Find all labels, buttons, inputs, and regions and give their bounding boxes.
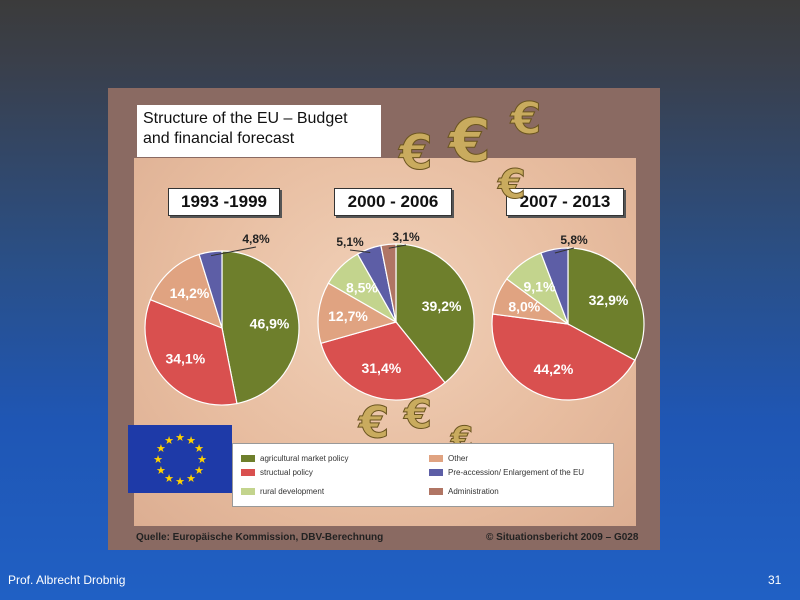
- pie-slice: [540, 247, 569, 325]
- legend-item: Administration: [429, 487, 499, 496]
- pie-slice: [317, 282, 398, 345]
- page-number: 31: [768, 573, 782, 587]
- star-icon: ★: [186, 472, 196, 485]
- pie-slice: [491, 313, 636, 401]
- eu-flag: ★ ★ ★ ★ ★ ★ ★ ★ ★ ★ ★ ★: [128, 425, 232, 493]
- legend-item: Pre-accession/ Enlargement of the EU: [429, 468, 584, 477]
- slice-data-label: 4,8%: [242, 232, 270, 246]
- slice-data-label: 8,5%: [346, 280, 378, 296]
- star-icon: ★: [153, 453, 163, 466]
- star-icon: ★: [164, 472, 174, 485]
- euro-coin-icon: €: [447, 106, 491, 176]
- legend-label: agricultural market policy: [260, 454, 349, 463]
- euro-coin-icon: €: [398, 125, 432, 181]
- slice-data-label: 34,1%: [165, 351, 205, 367]
- slice-data-label: 12,7%: [328, 308, 368, 324]
- slice-data-label: 5,8%: [560, 233, 588, 247]
- star-icon: ★: [194, 464, 204, 477]
- euro-coin-icon: €: [510, 93, 542, 144]
- period-label-2: 2000 - 2006: [334, 188, 452, 216]
- copyright-note: © Situationsbericht 2009 – G028: [486, 532, 639, 543]
- slice-data-label: 46,9%: [250, 315, 290, 331]
- euro-coin-icon: €: [403, 392, 432, 438]
- legend-item: Other: [429, 454, 468, 463]
- slice-data-label: 9,1%: [524, 278, 556, 294]
- legend-label: Other: [448, 454, 469, 463]
- label-leader-line: [210, 246, 257, 257]
- star-icon: ★: [164, 434, 174, 447]
- legend-label: Pre-accession/ Enlargement of the EU: [448, 468, 585, 477]
- pie-slice: [567, 247, 645, 362]
- star-icon: ★: [197, 453, 207, 466]
- slice-data-label: 8,0%: [508, 298, 540, 314]
- slice-data-label: 31,4%: [361, 360, 401, 376]
- legend-item: rural development: [241, 487, 324, 496]
- legend-swatch: [241, 455, 255, 463]
- legend-swatch: [241, 488, 255, 496]
- star-icon: ★: [175, 475, 185, 488]
- slice-data-label: 44,2%: [534, 361, 574, 377]
- star-icon: ★: [194, 442, 204, 455]
- legend-label: rural development: [260, 487, 325, 496]
- footer-author: Prof. Albrecht Drobnig: [8, 573, 126, 587]
- eu-flag-stars-icon: ★ ★★★★★★★★★★★: [153, 431, 207, 488]
- legend-label: structual policy: [260, 468, 313, 477]
- pie-charts: 46,9% 34,1% 14,2% 4,8% 39,2% 31,4% 12,7% 8,5% 5,…: [144, 93, 645, 458]
- euro-coin-icon: €: [358, 397, 390, 448]
- slice-data-label: 3,1%: [392, 230, 420, 244]
- star-icon: ★: [156, 442, 166, 455]
- chart-title: Structure of the EU – Budget and financi…: [137, 105, 381, 157]
- star-icon: ★: [156, 464, 166, 477]
- label-leader-line: [349, 249, 371, 254]
- slice-data-label: 5,1%: [336, 235, 364, 249]
- legend-swatch: [429, 455, 443, 463]
- pie-slice: [320, 321, 446, 401]
- legend: agricultural market policy structual pol…: [232, 443, 614, 507]
- legend-swatch: [429, 469, 443, 477]
- chart-image: Structure of the EU – Budget and financi…: [108, 88, 660, 550]
- legend-item: agricultural market policy: [241, 454, 348, 463]
- pie-slice: [395, 243, 475, 384]
- euro-coin-icon: €: [497, 162, 526, 208]
- star-icon: ★: [186, 434, 196, 447]
- slice-data-label: 32,9%: [589, 292, 629, 308]
- slice-data-label: 39,2%: [422, 298, 462, 314]
- pie-slice: [198, 250, 223, 329]
- label-leader-line: [554, 247, 575, 254]
- legend-label: Administration: [448, 487, 499, 496]
- pie-slice: [149, 253, 223, 330]
- source-note: Quelle: Europäische Kommission, DBV-Bere…: [136, 532, 384, 543]
- legend-swatch: [429, 488, 443, 496]
- period-label-3: 2007 - 2013: [506, 188, 624, 216]
- period-label-1: 1993 -1999: [168, 188, 280, 216]
- legend-item: structual policy: [241, 468, 313, 477]
- star-icon: ★: [175, 431, 185, 444]
- pie-slice: [380, 243, 397, 323]
- pie-slice: [221, 250, 300, 405]
- slice-data-label: 14,2%: [170, 285, 210, 301]
- pie-slice: [144, 298, 238, 406]
- legend-swatch: [241, 469, 255, 477]
- label-leader-line: [388, 244, 407, 249]
